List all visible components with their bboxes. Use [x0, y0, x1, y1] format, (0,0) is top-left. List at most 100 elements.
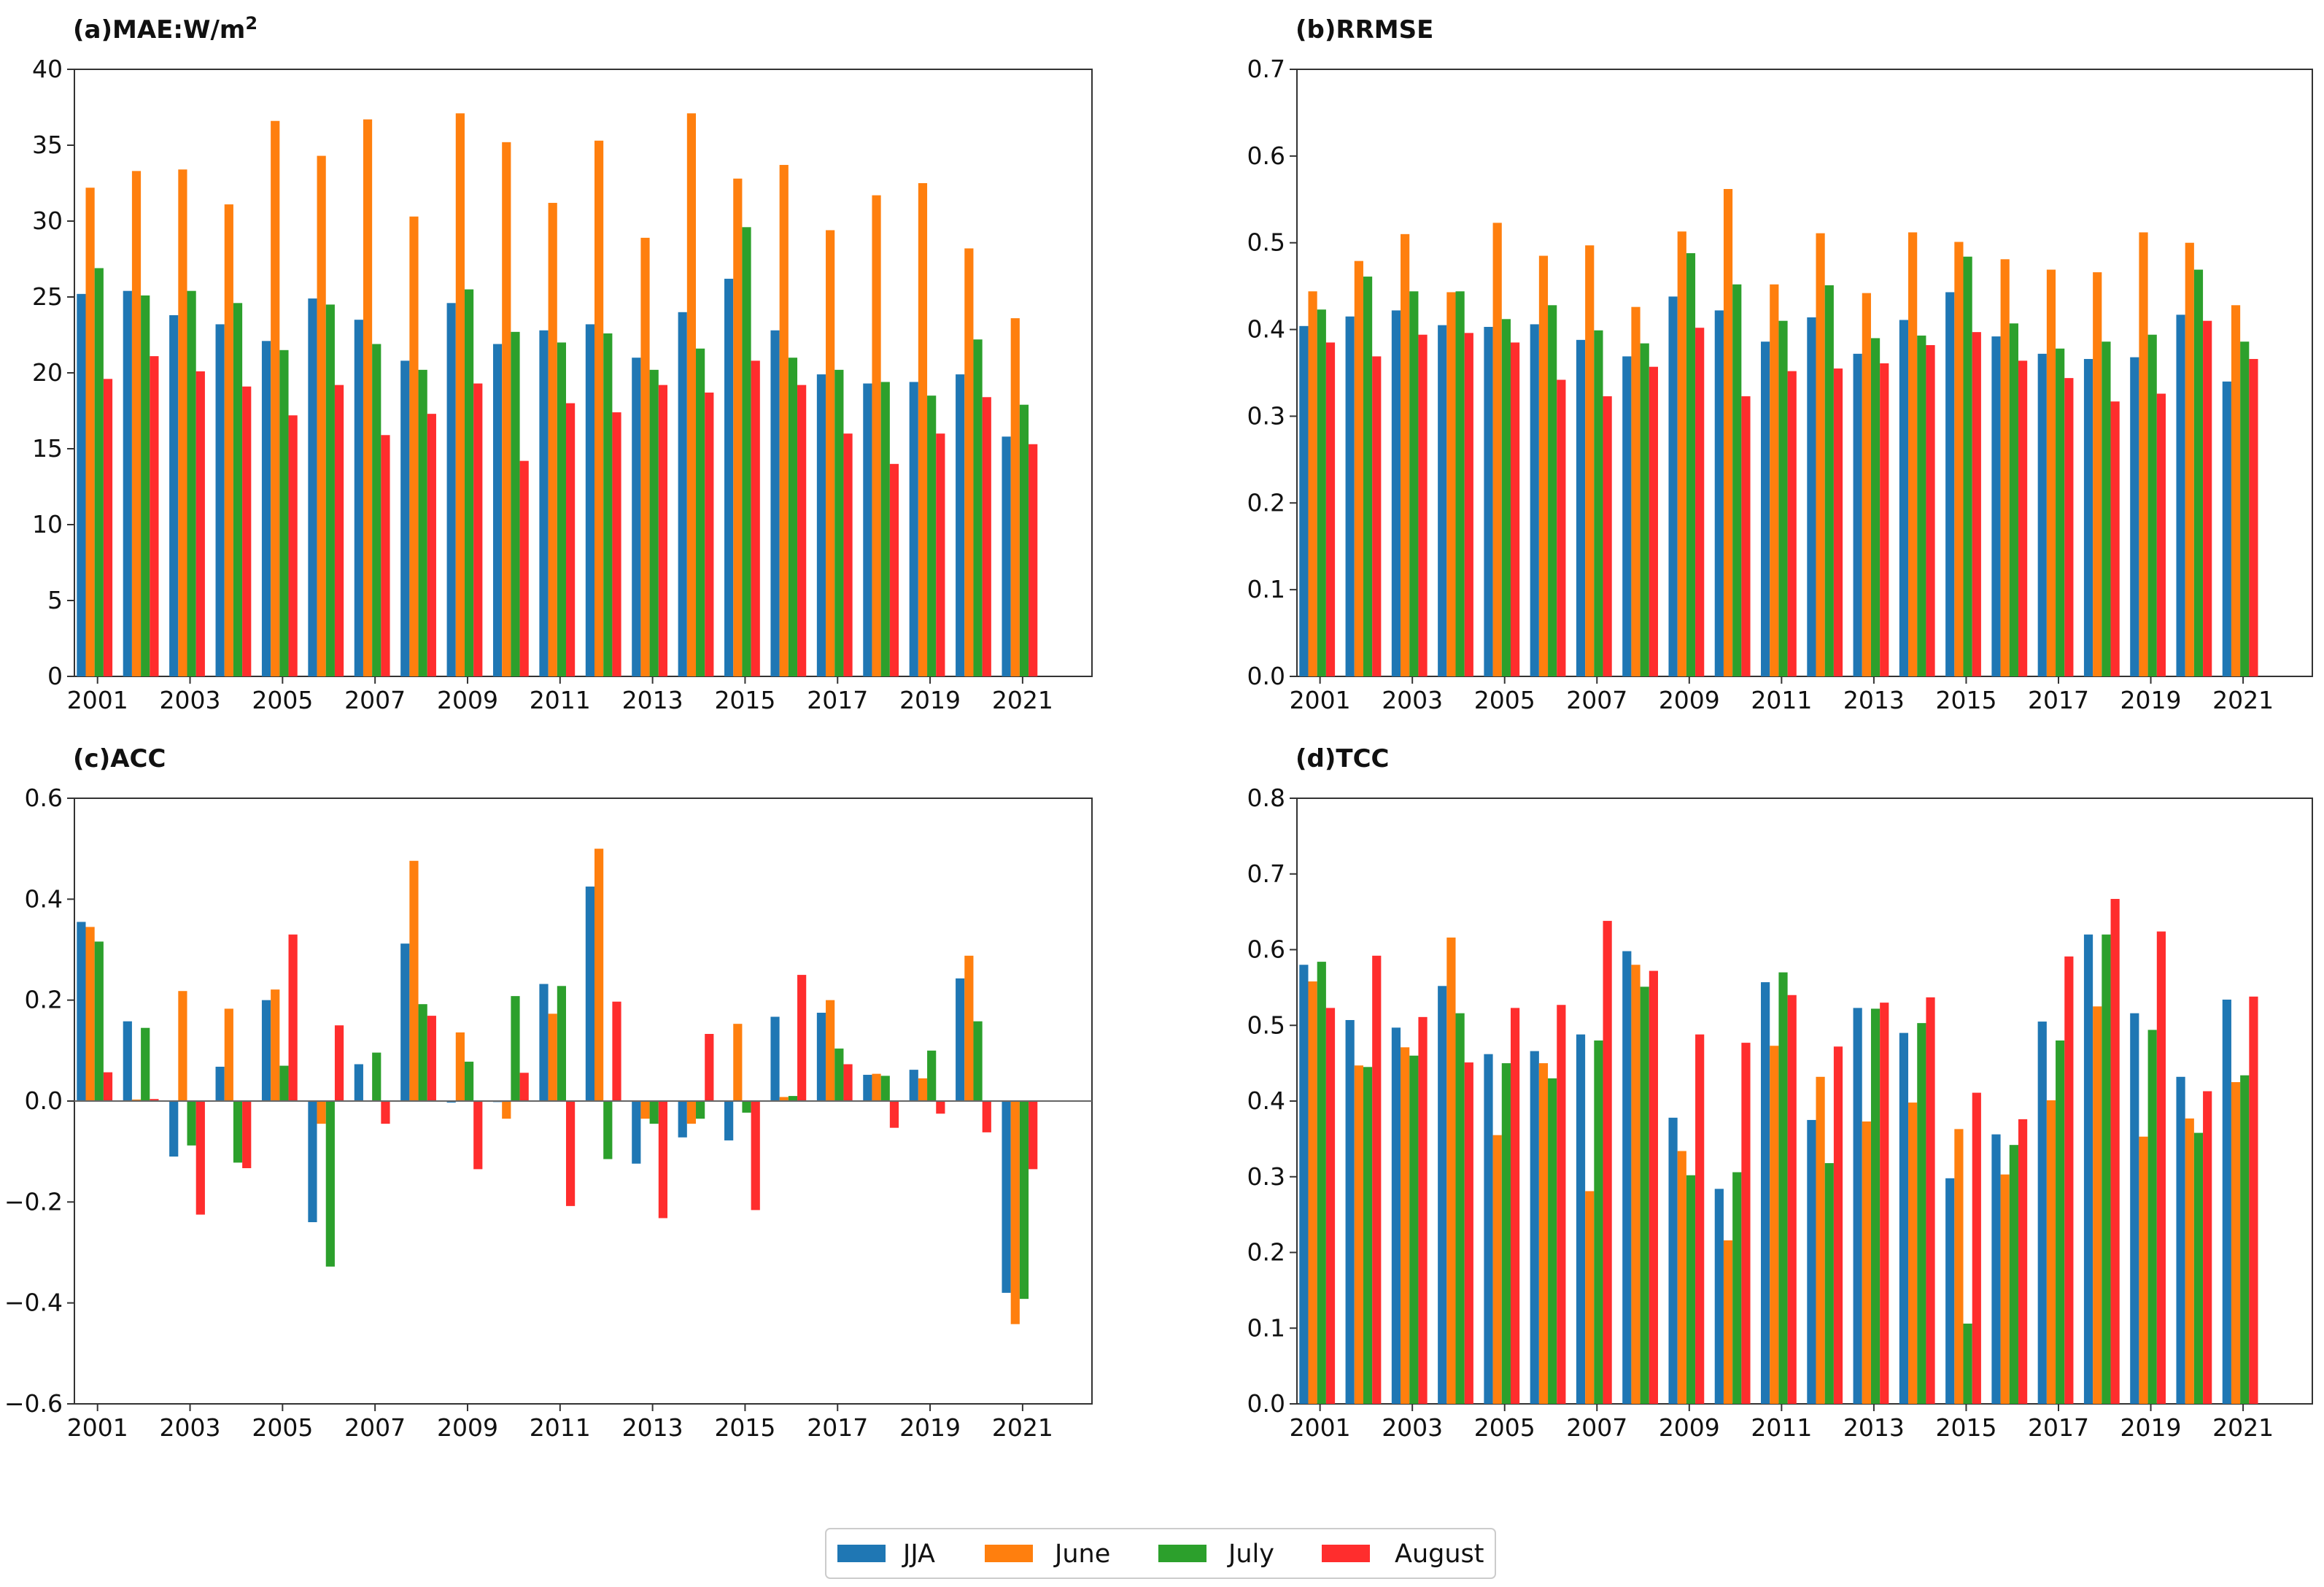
bar-july-2016 [2009, 323, 2018, 676]
bar-june-2003 [178, 991, 187, 1101]
bar-july-2012 [1824, 285, 1834, 676]
y-tick-label: 0.0 [1247, 1389, 1285, 1418]
panel-b-rrmse: (b)RRMSE 0.0 0.1 0.2 0.3 0.4 0.5 0.6 0.7 2001 2003… [1247, 15, 2313, 714]
bar-june-2013 [1862, 1121, 1871, 1404]
bar-august-2003 [1418, 334, 1428, 676]
bar-july-2013 [649, 369, 659, 676]
bar-june-2016 [779, 165, 789, 677]
bar-august-2002 [1372, 356, 1382, 676]
bar-august-2009 [473, 1101, 483, 1170]
bar-august-2007 [1603, 921, 1612, 1404]
y-tick-label: 20 [32, 358, 63, 387]
bar-jja-2013 [1853, 1008, 1862, 1404]
bar-august-2021 [2249, 358, 2258, 676]
bar-july-2009 [1686, 1175, 1696, 1404]
bar-july-2002 [141, 1027, 150, 1101]
panel-title: (b)RRMSE [1295, 15, 1433, 45]
bar-jja-2004 [215, 1066, 225, 1101]
bar-june-2020 [2185, 242, 2194, 676]
bar-jja-2017 [2037, 353, 2047, 676]
bar-june-2021 [2231, 305, 2241, 676]
bar-june-2018 [872, 1073, 881, 1101]
bar-july-2006 [1548, 305, 1557, 676]
bar-june-2002 [131, 1099, 142, 1101]
bar-jja-2021 [2222, 381, 2231, 676]
bar-june-2006 [317, 155, 326, 676]
y-tick-label: 0.2 [1247, 1238, 1285, 1267]
bar-july-2021 [1019, 1101, 1029, 1300]
bar-june-2001 [85, 188, 95, 676]
series-july [94, 941, 1029, 1300]
bar-august-2019 [936, 433, 945, 676]
bar-july-2010 [1732, 1172, 1742, 1404]
x-tick-label: 2015 [714, 686, 775, 714]
bar-july-2010 [511, 996, 520, 1101]
bar-july-2002 [141, 295, 150, 676]
series-august [1325, 898, 2258, 1404]
x-tick-label: 2011 [530, 686, 591, 714]
bar-jja-2016 [770, 330, 780, 676]
bar-july-2005 [1501, 319, 1511, 676]
panel-d-tcc: (d)TCC 0.0 0.1 0.2 0.3 0.4 0.5 0.6 0.7 0.8 2001 200… [1247, 744, 2313, 1442]
bar-june-2001 [85, 927, 95, 1101]
y-tick-label: 0.7 [1247, 55, 1285, 83]
bar-jja-2021 [1002, 1101, 1011, 1293]
panel-title: (a)MAE:W/m2 [73, 13, 257, 45]
title-superscript: 2 [245, 13, 257, 34]
bar-july-2020 [2193, 269, 2204, 676]
bar-june-2016 [779, 1097, 789, 1101]
bar-july-2018 [2102, 934, 2111, 1404]
bar-june-2011 [1770, 1046, 1779, 1404]
bar-july-2015 [742, 227, 751, 676]
legend-label-august: August [1395, 1540, 1484, 1569]
bar-june-2003 [178, 169, 187, 676]
bar-july-2017 [834, 369, 844, 676]
y-tick-label: 0.0 [1247, 662, 1285, 690]
bar-jja-2007 [1576, 1034, 1586, 1404]
bar-june-2014 [1908, 232, 1918, 676]
x-tick-label: 2009 [437, 1413, 498, 1442]
bar-august-2007 [381, 435, 390, 676]
bar-june-2021 [1010, 1101, 1020, 1324]
bar-jja-2020 [956, 374, 965, 676]
y-tick-label: 0.2 [25, 986, 63, 1014]
bar-august-2016 [797, 975, 807, 1101]
bar-june-2002 [1354, 1065, 1363, 1404]
bar-june-2010 [502, 142, 511, 677]
bar-august-2009 [1695, 1034, 1705, 1404]
bar-jja-2012 [585, 887, 594, 1101]
bar-june-2014 [686, 1101, 697, 1124]
x-tick-label: 2013 [1843, 686, 1905, 714]
bar-august-2006 [334, 385, 344, 676]
series-july [94, 227, 1029, 677]
bar-june-2006 [1538, 255, 1549, 676]
bar-july-2013 [1870, 1008, 1880, 1404]
bar-august-2021 [1029, 444, 1038, 676]
bar-august-2013 [1880, 363, 1889, 676]
bar-june-2012 [594, 140, 604, 676]
bar-june-2009 [1677, 231, 1686, 677]
bar-july-2011 [557, 342, 566, 676]
bar-july-2017 [2056, 1040, 2065, 1404]
bar-jja-2003 [1391, 310, 1401, 676]
bar-june-2019 [2139, 232, 2148, 676]
y-tick-label: −0.4 [4, 1289, 63, 1317]
bar-jja-2019 [2130, 1013, 2139, 1404]
bar-july-2016 [788, 358, 798, 676]
bar-jja-2018 [863, 1075, 872, 1101]
bar-august-2011 [565, 403, 576, 676]
x-tick-label: 2005 [252, 686, 313, 714]
bar-june-2016 [2000, 1174, 2010, 1404]
x-tick-label: 2015 [714, 1413, 775, 1442]
bar-july-2011 [1778, 972, 1788, 1404]
y-tick-label: 25 [32, 282, 63, 311]
bar-july-2005 [1501, 1063, 1511, 1404]
bar-june-2004 [224, 1008, 233, 1101]
y-tick-label: 0.6 [25, 784, 63, 812]
bar-june-2013 [1862, 293, 1871, 676]
bar-june-2004 [1446, 292, 1456, 676]
bar-july-2018 [880, 382, 890, 676]
bar-june-2010 [1723, 189, 1733, 677]
bar-june-2018 [872, 195, 881, 676]
